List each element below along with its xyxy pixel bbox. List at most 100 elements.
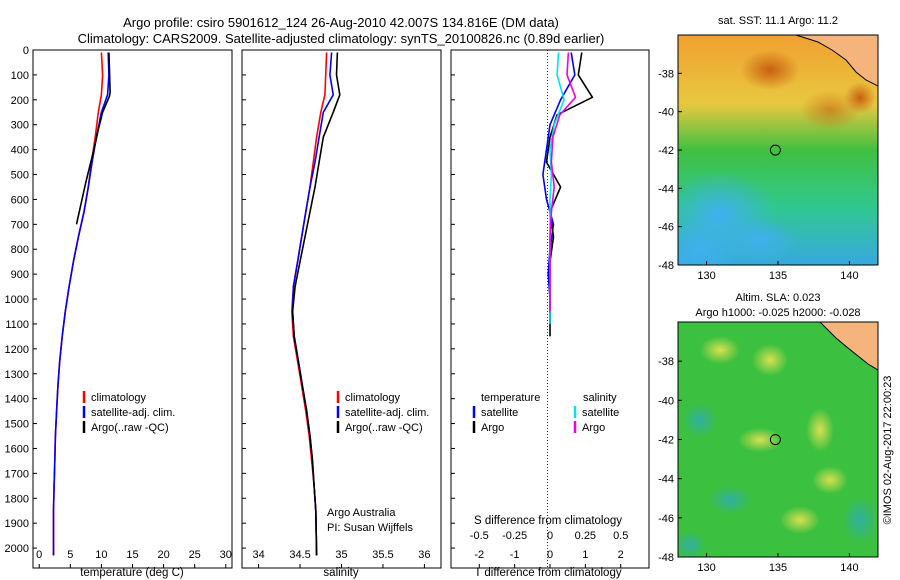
salinity-series <box>290 52 341 556</box>
t-difference-x-ticks: -2 -1 0 1 2 <box>474 549 624 568</box>
y-tick-label: 100 <box>11 70 29 82</box>
map-y-tick-label: -40 <box>658 107 674 119</box>
map-y-tick-label: -42 <box>658 145 674 157</box>
x2-tick-label: -0.5 <box>470 530 489 542</box>
legend-label-t-argo: Argo <box>481 422 504 434</box>
x2-tick-label: 0.5 <box>613 530 628 542</box>
y-tick-label: 2000 <box>5 543 29 555</box>
figure-title-line2: Climatology: CARS2009. Satellite-adjuste… <box>78 31 605 46</box>
legend-head-temperature: temperature <box>481 392 540 404</box>
y-tick-label: 800 <box>11 244 29 256</box>
x-tick-label: 0 <box>547 549 553 561</box>
sst-map-image <box>678 35 878 265</box>
map-y-tick-label: -38 <box>658 356 674 368</box>
x-tick-label: 20 <box>157 549 169 561</box>
sst-map-axes: 130 135 140 -38 -40 -42 -44 -46 -48 <box>658 68 859 282</box>
temperature-series <box>52 52 111 556</box>
difference-legend: temperature salinity satellite Argo sate… <box>472 392 619 434</box>
y-tick-label: 1200 <box>5 344 29 356</box>
y-tick-label: 1700 <box>5 468 29 480</box>
salinity-x-ticks: 34 34.5 35 35.5 36 <box>252 549 431 568</box>
sla-map-axes: 130 135 140 -38 -40 -42 -44 -46 -48 <box>658 356 859 574</box>
map-y-tick-label: -44 <box>658 474 674 486</box>
y-tick-label: 1900 <box>5 518 29 530</box>
y-tick-label: 1400 <box>5 394 29 406</box>
series-line-argo-raw-qc- <box>291 52 341 556</box>
x-tick-label: 15 <box>126 549 138 561</box>
y-tick-label: 1300 <box>5 369 29 381</box>
x-tick-label: 1 <box>582 549 588 561</box>
map-y-tick-label: -44 <box>658 183 674 195</box>
sla-map-image <box>678 322 878 557</box>
x-tick-label: 2 <box>618 549 624 561</box>
temperature-xlabel: temperature (deg C) <box>80 567 184 579</box>
imos-timestamp: ©IMOS 02-Aug-2017 22:00:23 <box>882 376 894 525</box>
series-line-argo-raw-qc- <box>75 52 111 225</box>
map-x-tick-label: 140 <box>840 562 858 574</box>
y-tick-label: 600 <box>11 194 29 206</box>
map-y-tick-label: -38 <box>658 68 674 80</box>
series-line-argo <box>549 52 577 312</box>
y-tick-label: 1800 <box>5 493 29 505</box>
s-difference-x-ticks: -0.5 -0.25 0 0.25 0.5 <box>470 530 629 542</box>
y-tick-label: 700 <box>11 219 29 231</box>
argo-location-marker <box>769 434 781 446</box>
t-difference-xlabel: T difference from climatology <box>474 567 621 579</box>
y-tick-label: 1000 <box>5 294 29 306</box>
legend-head-salinity: salinity <box>583 392 617 404</box>
legend-label-climatology: climatology <box>91 392 147 404</box>
legend-label-satellite: satellite-adj. clim. <box>345 407 429 419</box>
depth-axis: 0 100 200 300 400 500 600 700 800 900 1000 1100 1200… <box>5 45 455 555</box>
salinity-xlabel: salinity <box>323 567 358 579</box>
map-x-tick-label: 130 <box>697 562 715 574</box>
map-y-tick-label: -42 <box>658 435 674 447</box>
sst-map-title: sat. SST: 11.1 Argo: 11.2 <box>718 15 838 27</box>
map-y-tick-label: -40 <box>658 395 674 407</box>
difference-series <box>542 52 594 337</box>
legend-label-argo: Argo(..raw -QC) <box>345 422 423 434</box>
y-tick-label: 1600 <box>5 443 29 455</box>
x-tick-label: 35.5 <box>372 549 393 561</box>
legend-label-satellite: satellite-adj. clim. <box>91 407 175 419</box>
legend-label-t-satellite: satellite <box>481 407 518 419</box>
sla-map-subtitle: Argo h1000: -0.025 h2000: -0.028 <box>695 307 860 319</box>
temperature-legend: climatology satellite-adj. clim. Argo(..… <box>82 391 175 434</box>
argo-location-marker <box>769 144 781 156</box>
x2-tick-label: 0 <box>547 530 553 542</box>
sla-map-title: Altim. SLA: 0.023 <box>736 292 821 304</box>
x-tick-label: -2 <box>474 549 484 561</box>
y-tick-label: 500 <box>11 170 29 182</box>
map-y-tick-label: -46 <box>658 222 674 234</box>
credit-pi: PI: Susan Wijffels <box>327 522 413 534</box>
temperature-panel-frame <box>32 49 233 569</box>
x-tick-label: -1 <box>510 549 520 561</box>
x-tick-label: 34.5 <box>289 549 310 561</box>
x-tick-label: 36 <box>418 549 430 561</box>
x-tick-label: 34 <box>252 549 264 561</box>
temperature-x-ticks: 0 5 10 15 20 25 30 <box>36 549 232 568</box>
y-tick-label: 900 <box>11 269 29 281</box>
legend-label-climatology: climatology <box>345 392 401 404</box>
y-tick-label: 200 <box>11 95 29 107</box>
credit-argo-australia: Argo Australia <box>327 507 396 519</box>
legend-label-argo: Argo(..raw -QC) <box>91 422 169 434</box>
map-x-tick-label: 135 <box>769 562 787 574</box>
map-y-tick-label: -48 <box>658 552 674 564</box>
map-x-tick-label: 130 <box>697 270 715 282</box>
x2-tick-label: 0.25 <box>575 530 596 542</box>
y-tick-label: 1500 <box>5 419 29 431</box>
y-tick-label: 0 <box>23 45 29 57</box>
x-tick-label: 10 <box>95 549 107 561</box>
y-tick-label: 300 <box>11 120 29 132</box>
map-y-tick-label: -48 <box>658 260 674 272</box>
y-tick-label: 400 <box>11 145 29 157</box>
x-tick-label: 30 <box>220 549 232 561</box>
map-x-tick-label: 140 <box>840 270 858 282</box>
x2-tick-label: -0.25 <box>502 530 527 542</box>
y-tick-label: 1100 <box>5 319 29 331</box>
map-y-tick-label: -46 <box>658 513 674 525</box>
x-tick-label: 35 <box>335 549 347 561</box>
figure-title-line1: Argo profile: csiro 5901612_124 26-Aug-2… <box>123 15 559 30</box>
s-difference-xlabel: S difference from climatology <box>474 515 622 527</box>
